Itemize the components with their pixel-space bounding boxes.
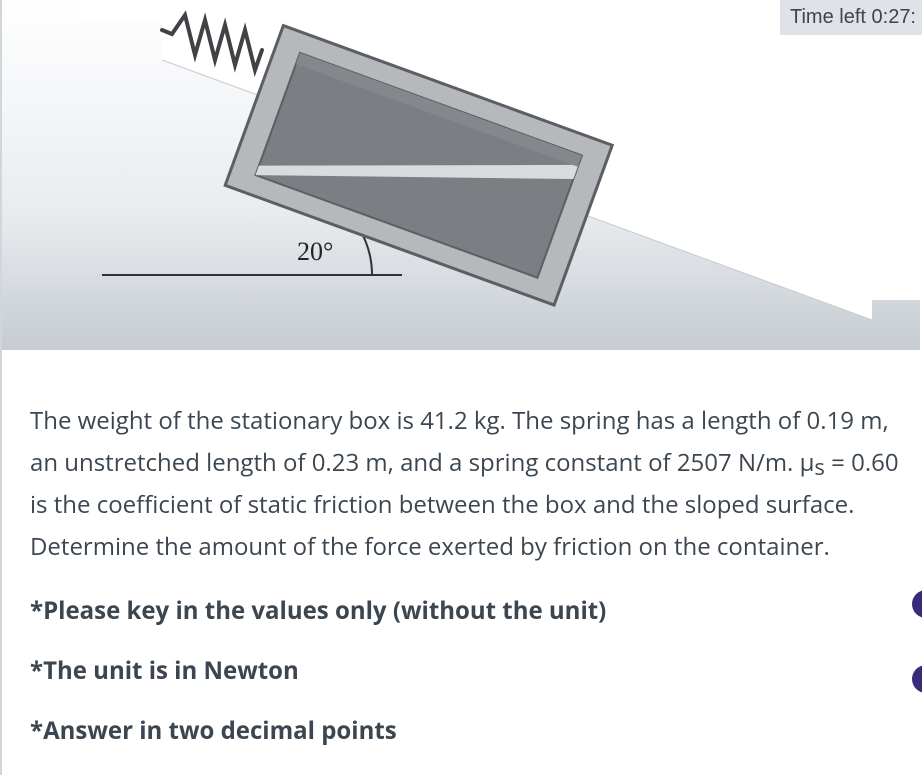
question-body: The weight of the stationary box is 41.2… bbox=[30, 400, 910, 752]
spring bbox=[162, 15, 262, 70]
side-bubble-icon[interactable] bbox=[912, 590, 922, 618]
instruction-1: *Please key in the values only (without … bbox=[30, 590, 910, 632]
instruction-3: *Answer in two decimal points bbox=[30, 710, 910, 752]
timer-text: Time left 0:27: bbox=[790, 6, 916, 28]
question-prose-1: The weight of the stationary box is 41.2… bbox=[30, 404, 889, 479]
angle-label-text: 20° bbox=[297, 237, 333, 266]
question-figure: 20° bbox=[2, 0, 920, 370]
mu-sub: s bbox=[814, 452, 824, 482]
page-container: 20° Time left 0:27: The weight of the st… bbox=[0, 0, 922, 775]
instruction-2: *The unit is in Newton bbox=[30, 650, 910, 692]
figure-svg: 20° bbox=[2, 0, 920, 370]
timer-badge: Time left 0:27: bbox=[780, 0, 922, 35]
side-bubble-icon[interactable] bbox=[912, 665, 922, 693]
